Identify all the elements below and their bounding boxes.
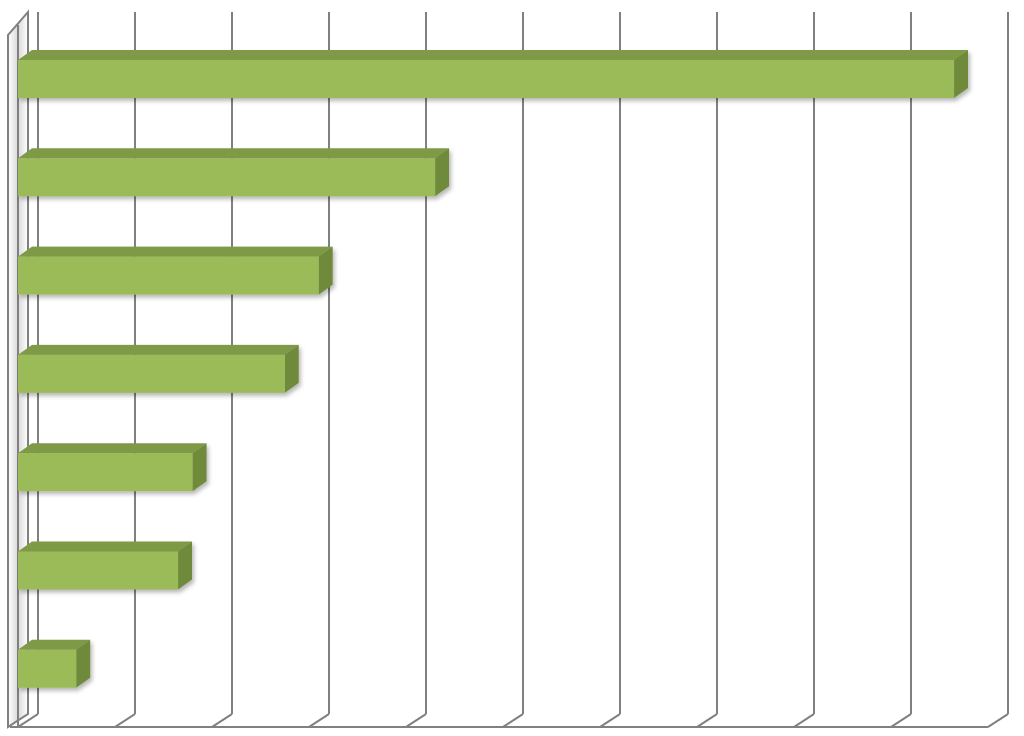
bar [18,443,207,492]
bar [18,344,299,393]
bar-front-face [18,256,319,295]
bar-front-face [18,158,436,197]
bar-top-face [18,148,450,159]
bar-top-face [18,639,91,650]
gridline-floor [308,713,330,728]
bar-front-face [18,60,955,98]
bar-top-face [18,541,193,552]
gridline-floor [599,713,621,728]
bar [18,246,333,295]
bar-side-face [435,148,450,197]
bar-top-face [18,443,207,454]
bar-front-face [18,453,193,492]
bars [18,50,969,688]
bar-side-face [192,443,207,492]
gridline-floor [502,713,524,728]
bar [18,148,450,197]
bar-top-face [18,246,333,257]
gridline-floor [211,713,233,728]
bar-side-face [178,541,193,590]
bar-top-face [18,344,299,355]
bar [18,639,91,688]
bar-top-face [18,50,969,60]
bar [18,50,969,98]
bar-side-face [954,50,969,98]
gridline-floor [17,713,39,728]
bar-side-face [284,344,299,393]
bar-side-face [318,246,333,295]
gridline-floor [696,713,718,728]
gridline-floor [793,713,815,728]
gridline-floor [405,713,427,728]
gridline-floor [114,713,136,728]
bar [18,541,193,590]
bar-side-face [76,639,91,688]
bar-front-face [18,649,77,688]
gridline-floor [987,713,1009,728]
gridline-floor [890,713,912,728]
bar-front-face [18,551,179,590]
bar-front-face [18,354,285,393]
